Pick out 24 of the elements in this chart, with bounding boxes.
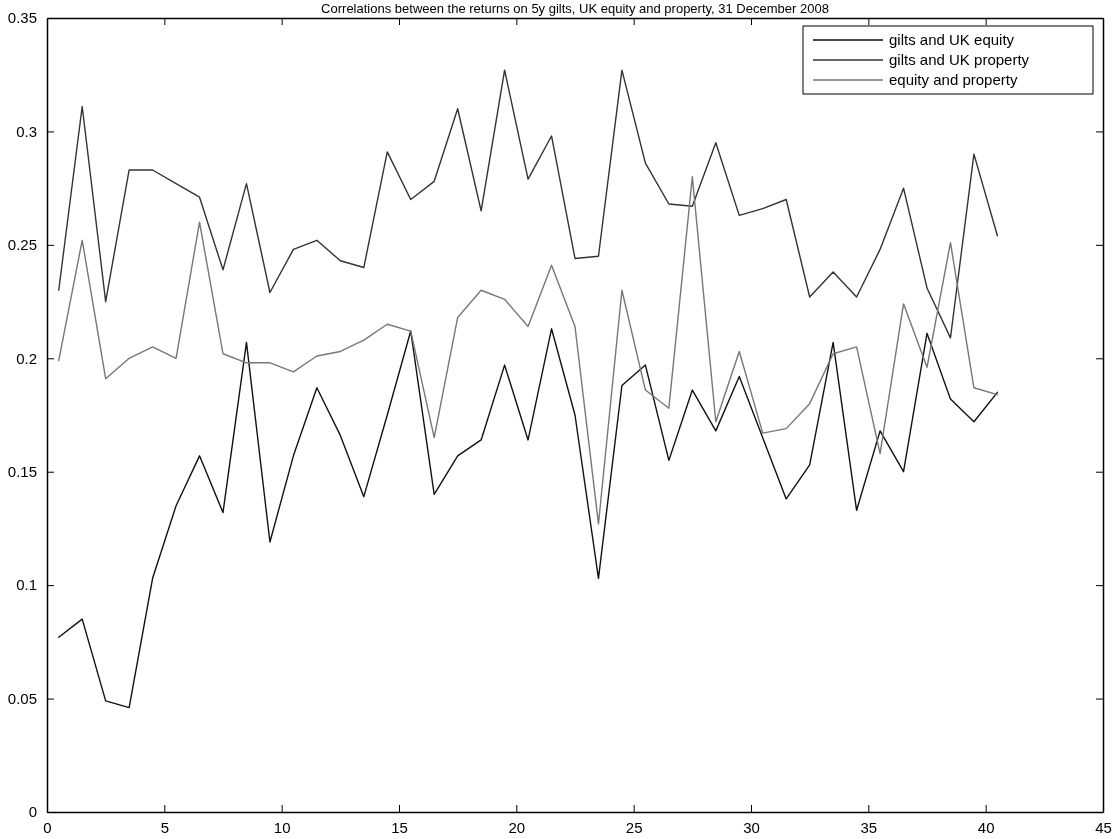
x-tick-label: 10: [273, 818, 291, 836]
legend-label: equity and property: [889, 71, 1018, 88]
y-tick-label: 0: [28, 803, 37, 821]
y-tick-label: 0.05: [7, 689, 37, 707]
legend-label: gilts and UK property: [889, 51, 1030, 68]
x-tick-label: 0: [43, 818, 52, 836]
x-tick-label: 20: [508, 818, 526, 836]
line-series: [58, 328, 999, 709]
y-tick-label: 0.35: [7, 9, 37, 27]
y-tick-label: 0.3: [16, 122, 37, 140]
y-tick-label: 0.1: [16, 576, 37, 594]
y-tick-label: 0.25: [7, 236, 37, 254]
y-tick-label: 0.15: [7, 463, 37, 481]
x-tick-label: 15: [391, 818, 408, 836]
x-tick-label: 25: [625, 818, 643, 836]
x-tick-label: 30: [743, 818, 760, 836]
x-tick-label: 5: [160, 818, 170, 836]
x-tick-label: 45: [1095, 818, 1112, 836]
x-tick-label: 35: [860, 818, 878, 836]
y-tick-label: 0.2: [16, 349, 37, 367]
x-tick-label: 40: [977, 818, 995, 836]
chart-title: Correlations between the returns on 5y gilts, UK equity and property, 31 December 2008: [321, 1, 829, 16]
legend-label: gilts and UK equity: [889, 31, 1015, 48]
line-series: [58, 176, 999, 525]
